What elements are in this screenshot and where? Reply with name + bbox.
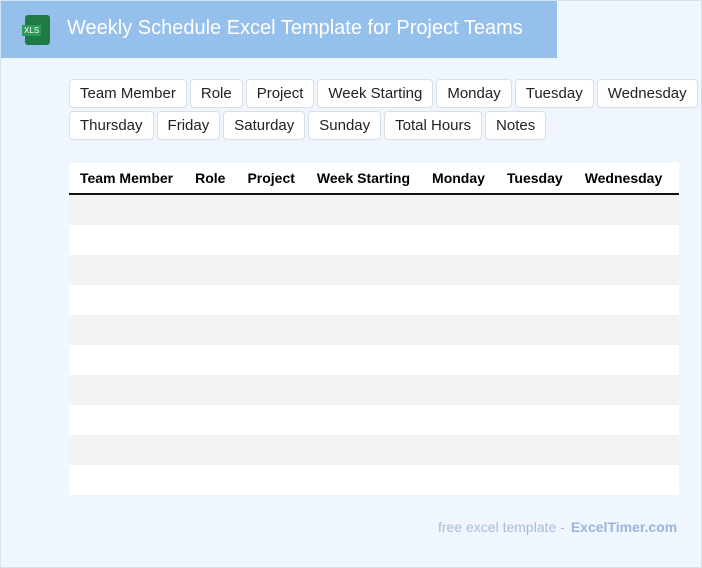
- row: [69, 315, 679, 345]
- tag[interactable]: Tuesday: [514, 79, 594, 108]
- column-header: Role: [195, 170, 226, 186]
- column-header: Tuesday: [506, 170, 563, 186]
- column-header: Team Member: [80, 170, 174, 186]
- row: [69, 285, 679, 315]
- table-body: [69, 195, 679, 495]
- row: [69, 345, 679, 375]
- footer: free excel template - ExcelTimer.com: [438, 519, 677, 535]
- header-bar: XLS Weekly Schedule Excel Template for P…: [1, 1, 557, 58]
- tag[interactable]: Thursday: [69, 111, 154, 140]
- tag[interactable]: Sunday: [308, 111, 382, 140]
- icon-label: XLS: [22, 25, 42, 36]
- column-header: Thursday: [673, 170, 679, 186]
- tag-list: Team Member Role Project Week Starting Monda…: [69, 79, 699, 140]
- tag[interactable]: Role: [189, 79, 243, 108]
- column-header: Wednesday: [584, 170, 663, 186]
- tag[interactable]: Monday: [436, 79, 512, 108]
- row: [69, 375, 679, 405]
- row: [69, 195, 679, 225]
- column-header: Week Starting: [316, 170, 411, 186]
- tag[interactable]: Friday: [156, 111, 221, 140]
- table: Team Member Role Project Week Starting Monda…: [69, 163, 679, 495]
- tag[interactable]: Project: [245, 79, 315, 108]
- column-header: Monday: [432, 170, 485, 186]
- row: [69, 225, 679, 255]
- footer-link[interactable]: ExcelTimer.com: [570, 519, 678, 535]
- row: [69, 405, 679, 435]
- table-header: Team Member Role Project Week Starting Monda…: [69, 163, 679, 195]
- column-header: Project: [247, 170, 295, 186]
- title: Weekly Schedule Excel Template for Proje…: [67, 17, 523, 39]
- tag[interactable]: Team Member: [69, 79, 187, 108]
- tag[interactable]: Total Hours: [384, 111, 483, 140]
- xls-icon: XLS: [22, 15, 50, 45]
- tag[interactable]: Saturday: [223, 111, 306, 140]
- tag[interactable]: Week Starting: [317, 79, 434, 108]
- tag[interactable]: Notes: [485, 111, 547, 140]
- row: [69, 465, 679, 495]
- footer-text: free excel template -: [438, 519, 565, 535]
- row: [69, 255, 679, 285]
- tag[interactable]: Wednesday: [596, 79, 698, 108]
- row: [69, 435, 679, 465]
